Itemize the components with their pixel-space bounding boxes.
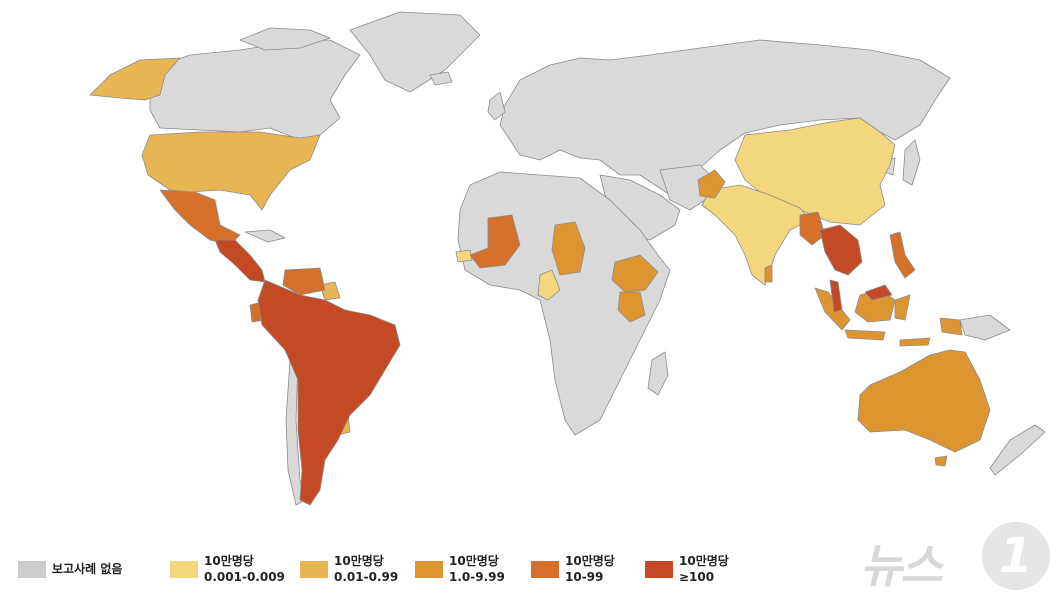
sri-lanka [764, 264, 773, 283]
legend-range: 0.001-0.009 [204, 570, 285, 584]
iceland [429, 71, 453, 86]
madagascar [647, 351, 669, 396]
legend-swatch [170, 561, 198, 578]
bangladesh-myanmar [799, 211, 826, 246]
senegal [455, 249, 473, 263]
legend-label: 10만명당 [204, 554, 254, 568]
legend-label: 10만명당 [449, 554, 499, 568]
new-guinea [959, 314, 1011, 341]
eurasia [499, 39, 951, 196]
south-america [257, 279, 401, 506]
legend-range: 0.01-0.99 [334, 570, 399, 584]
indochina [819, 224, 863, 276]
greenland [349, 11, 481, 93]
legend-swatch [531, 561, 559, 578]
legend-swatch [300, 561, 328, 578]
legend-swatch [415, 561, 443, 578]
new-guinea-west [939, 317, 963, 336]
alaska [89, 57, 181, 101]
watermark-badge-text: 1 [999, 528, 1033, 584]
legend-range: 10-99 [565, 570, 604, 584]
level-3-regions [551, 169, 991, 467]
legend-label: 10만명당 [679, 554, 729, 568]
uk [487, 91, 506, 121]
watermark-badge: 1 [982, 522, 1050, 590]
new-zealand [989, 424, 1046, 476]
sulawesi [894, 294, 911, 321]
caribbean [244, 229, 286, 243]
level-5-regions [214, 224, 893, 506]
legend-label: 10만명당 [565, 554, 615, 568]
no-report-regions [149, 11, 1046, 506]
guyana [319, 281, 341, 301]
tasmania [934, 455, 948, 467]
legend: 보고사례 없음 10만명당 0.001-0.009 10만명당 0.01-0.9… [18, 553, 778, 589]
timor [899, 337, 931, 347]
level-1-regions [455, 117, 896, 301]
kenya [617, 291, 646, 323]
australia [857, 349, 991, 453]
legend-label: 보고사례 없음 [52, 562, 123, 576]
news1-watermark: 뉴스 1 [860, 520, 1055, 595]
japan [902, 139, 921, 186]
java [844, 329, 886, 341]
afghanistan [697, 169, 726, 199]
central-america [214, 239, 266, 283]
legend-range: ≥100 [679, 570, 715, 584]
malay-peninsula [829, 279, 843, 313]
sumatra [814, 287, 851, 331]
watermark-text: 뉴스 [860, 539, 943, 593]
philippines [889, 231, 916, 279]
chad [551, 221, 586, 276]
legend-range: 1.0-9.99 [449, 570, 505, 584]
mexico [159, 189, 241, 246]
venezuela [282, 267, 326, 296]
legend-label: 10만명당 [334, 554, 384, 568]
arctic-islands [239, 27, 331, 51]
legend-swatch [645, 561, 673, 578]
malaysia [864, 284, 893, 301]
level-4-regions [159, 189, 916, 323]
legend-swatch [18, 561, 46, 578]
world-map [89, 11, 1046, 506]
ethiopia [611, 254, 659, 293]
canada [149, 39, 361, 141]
cameroon [537, 269, 561, 301]
mali [469, 214, 521, 269]
usa [141, 131, 321, 211]
